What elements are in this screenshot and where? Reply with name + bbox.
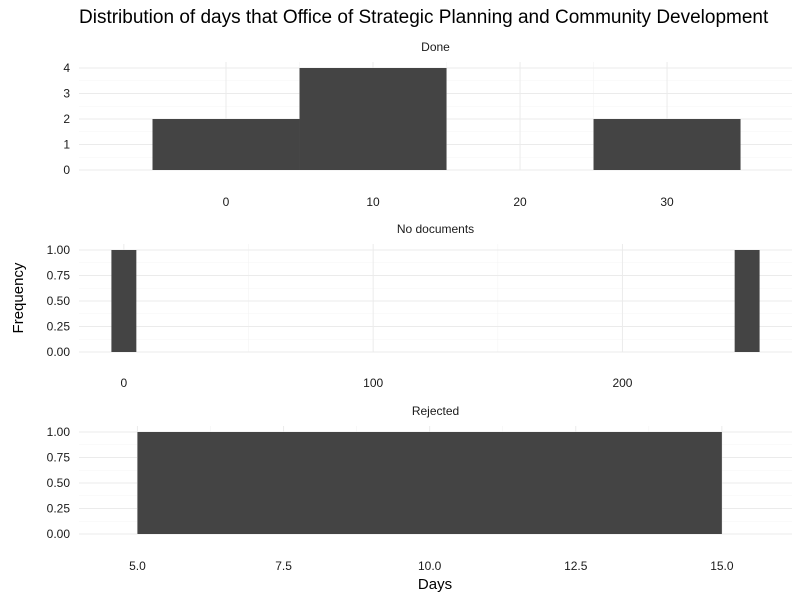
chart-title: Distribution of days that Office of Stra… bbox=[79, 7, 769, 28]
y-tick-label: 1.00 bbox=[47, 425, 71, 439]
y-tick-label: 0.00 bbox=[47, 345, 71, 359]
y-tick-label: 4 bbox=[63, 61, 70, 75]
histogram-bar bbox=[111, 250, 137, 352]
y-tick-label: 0 bbox=[63, 163, 70, 177]
panel-strip-label: Done bbox=[421, 40, 450, 54]
x-tick-label: 0 bbox=[121, 376, 128, 390]
x-tick-label: 12.5 bbox=[564, 559, 588, 573]
panel-1: No documents 0.00 0.25 0.50 0.75 1.00 0 100 200 bbox=[47, 222, 792, 390]
y-tick-label: 0.00 bbox=[47, 527, 71, 541]
y-tick-label: 1 bbox=[63, 138, 70, 152]
panel-0: Done 0 1 2 3 4 0 10 20 30 bbox=[63, 40, 792, 209]
x-tick-label: 100 bbox=[363, 376, 383, 390]
facet-panels: Done 0 1 2 3 4 0 10 20 30 No documents 0.00 0.25 0.50… bbox=[47, 40, 792, 573]
panel-strip-label: Rejected bbox=[412, 404, 459, 418]
x-tick-label: 7.5 bbox=[275, 559, 292, 573]
x-tick-label: 20 bbox=[513, 195, 527, 209]
y-axis-title: Frequency bbox=[10, 262, 27, 333]
y-tick-label: 1.00 bbox=[47, 243, 71, 257]
x-tick-label: 200 bbox=[612, 376, 632, 390]
panel-strip-label: No documents bbox=[397, 222, 474, 236]
y-tick-label: 0.75 bbox=[47, 269, 71, 283]
histogram-bar bbox=[593, 119, 741, 170]
panel-2: Rejected 0.00 0.25 0.50 0.75 1.00 5.0 7.5 10.0 12… bbox=[47, 404, 792, 573]
histogram-bar bbox=[137, 432, 722, 534]
x-tick-label: 10 bbox=[366, 195, 380, 209]
y-tick-label: 0.25 bbox=[47, 502, 71, 516]
histogram-bar bbox=[299, 68, 447, 170]
y-tick-label: 0.25 bbox=[47, 320, 71, 334]
x-tick-label: 30 bbox=[660, 195, 674, 209]
y-tick-label: 0.75 bbox=[47, 451, 71, 465]
histogram-bar bbox=[152, 119, 300, 170]
histogram-bar bbox=[734, 250, 760, 352]
x-tick-label: 0 bbox=[223, 195, 230, 209]
y-tick-label: 0.50 bbox=[47, 294, 71, 308]
x-axis-title: Days bbox=[418, 576, 452, 593]
x-tick-label: 15.0 bbox=[710, 559, 734, 573]
x-tick-label: 5.0 bbox=[129, 559, 146, 573]
y-tick-label: 0.50 bbox=[47, 476, 71, 490]
y-tick-label: 2 bbox=[63, 112, 70, 126]
x-tick-label: 10.0 bbox=[418, 559, 442, 573]
y-tick-label: 3 bbox=[63, 87, 70, 101]
